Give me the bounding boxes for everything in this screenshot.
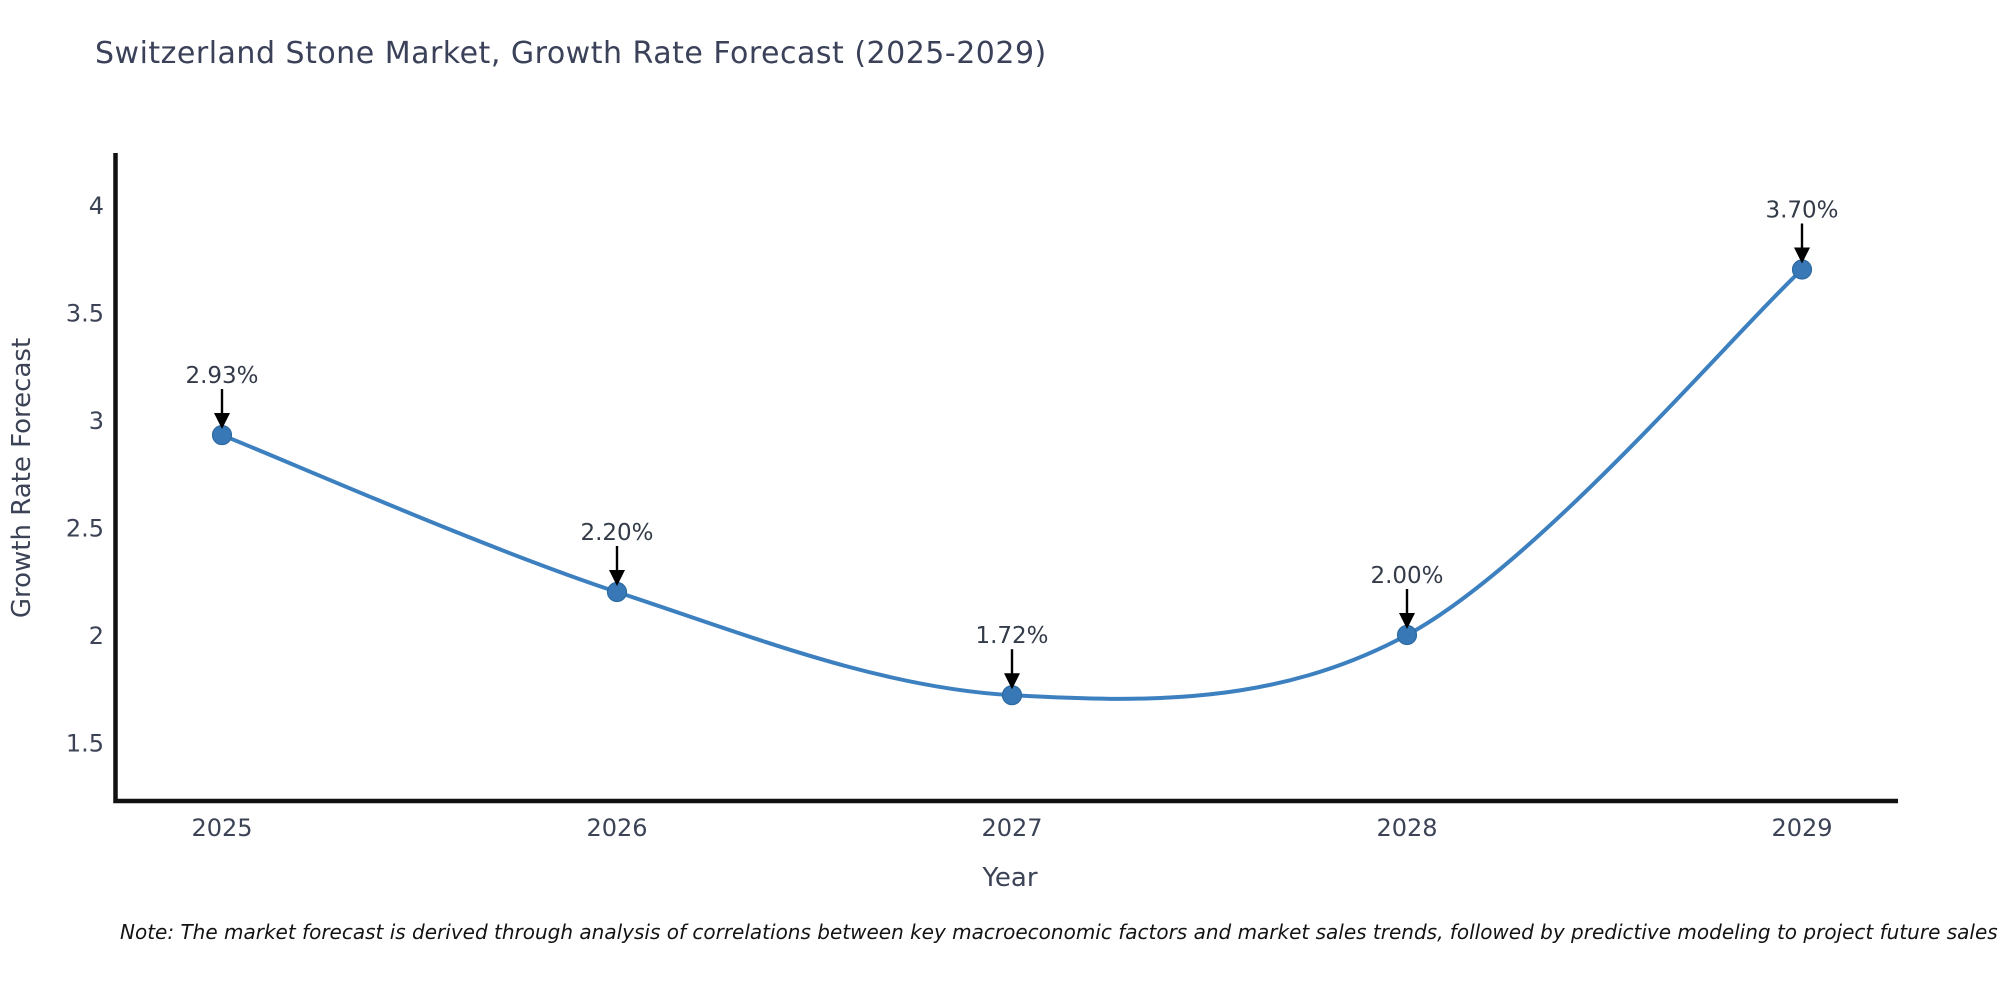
x-tick-label: 2028	[1376, 814, 1437, 842]
x-axis-title: Year	[981, 863, 1037, 893]
y-tick-label: 2	[89, 622, 104, 650]
x-tick-label: 2029	[1771, 814, 1832, 842]
footnote: Note: The market forecast is derived thr…	[120, 920, 1998, 944]
x-tick-label: 2027	[981, 814, 1042, 842]
y-axis-title: Growth Rate Forecast	[7, 338, 37, 618]
x-tick-label: 2025	[191, 814, 252, 842]
annotation-arrowhead-icon	[1399, 613, 1415, 629]
annotation-arrowhead-icon	[1794, 247, 1810, 264]
point-label: 3.70%	[1765, 198, 1838, 224]
chart-title: Switzerland Stone Market, Growth Rate Fo…	[95, 36, 1047, 71]
x-tick-label: 2026	[586, 814, 647, 842]
point-label: 1.72%	[975, 623, 1048, 649]
y-tick-label: 3.5	[66, 300, 104, 328]
point-label: 2.20%	[580, 520, 653, 546]
axis-lines	[113, 153, 1898, 804]
y-tick-label: 2.5	[66, 515, 104, 543]
annotation-arrowhead-icon	[609, 570, 625, 586]
y-tick-label: 4	[89, 192, 104, 220]
annotation-arrowhead-icon	[214, 413, 230, 430]
y-tick-label: 3	[89, 407, 104, 435]
y-tick-label: 1.5	[66, 730, 104, 758]
point-label: 2.93%	[185, 363, 258, 389]
annotation-arrowhead-icon	[1004, 673, 1020, 690]
point-label: 2.00%	[1370, 563, 1443, 589]
